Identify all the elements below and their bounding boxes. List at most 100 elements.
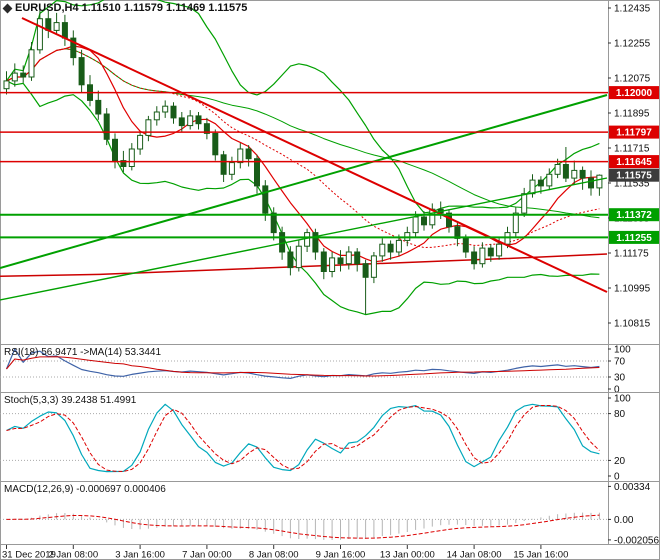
chart-title: EURUSD,H4 1.11510 1.11579 1.11469 1.1157… bbox=[2, 2, 248, 14]
price-tag bbox=[609, 208, 659, 222]
time-axis-label: 9 Jan 16:00 bbox=[316, 550, 366, 560]
candle-body bbox=[295, 245, 302, 269]
macd-scale-label: -0.002056 bbox=[614, 535, 659, 545]
time-axis-label: 8 Jan 08:00 bbox=[249, 550, 299, 560]
candle-body bbox=[387, 243, 394, 253]
rsi-ma-line bbox=[6, 356, 600, 377]
candle-body bbox=[3, 80, 10, 90]
bollinger-upper-line bbox=[6, 0, 600, 214]
main-chart-canvas[interactable]: 1.12435 1.12255 1.12075 1.11895 1.11715 1.115… bbox=[0, 0, 660, 345]
ma-green-line bbox=[6, 48, 600, 219]
candle-body bbox=[354, 251, 361, 265]
candle-body bbox=[36, 18, 43, 51]
candle-body bbox=[270, 212, 277, 234]
candle-body bbox=[11, 72, 18, 82]
candle-body bbox=[262, 185, 269, 214]
price-tag-label: 1.11372 bbox=[616, 210, 652, 221]
candle-body bbox=[546, 173, 553, 187]
price-axis-label: 1.11175 bbox=[614, 249, 649, 260]
candle-body bbox=[562, 164, 569, 179]
macd-signal-line bbox=[6, 514, 600, 539]
candle-body bbox=[304, 232, 311, 247]
stochastic-label: Stoch(5,3,3) 39.2438 51.4991 bbox=[4, 395, 137, 406]
price-axis-label: 1.10995 bbox=[614, 284, 651, 295]
price-tag-label: 1.11645 bbox=[616, 157, 652, 168]
candle-body bbox=[53, 22, 60, 31]
time-axis-label: 31 Dec 2019 bbox=[2, 550, 56, 560]
trendline[interactable] bbox=[0, 94, 608, 269]
stoch-scale-label: 0 bbox=[614, 472, 620, 483]
candle-body bbox=[128, 148, 135, 167]
candle-body bbox=[512, 212, 519, 234]
rsi-scale-label: 100 bbox=[614, 345, 631, 356]
candle-body bbox=[479, 247, 486, 265]
price-tag-label: 1.12000 bbox=[616, 88, 653, 99]
rsi-label: RSI(18) 56.9471 ->MA(14) 53.3441 bbox=[4, 347, 162, 358]
candle-body bbox=[228, 162, 235, 175]
macd-label: MACD(12,26,9) -0.000697 0.000406 bbox=[4, 484, 166, 495]
macd-panel-canvas[interactable]: 0.00334 0.00 -0.002056 bbox=[0, 482, 660, 545]
price-tag bbox=[609, 86, 659, 100]
candle-body bbox=[245, 148, 252, 160]
candle-body bbox=[20, 72, 27, 78]
stochastic-panel-canvas[interactable]: 100 80 20 0 bbox=[0, 393, 660, 482]
time-axis-label: 13 Jan 00:00 bbox=[380, 550, 435, 560]
time-axis-label: 15 Jan 16:00 bbox=[513, 550, 568, 560]
time-axis-label: 7 Jan 00:00 bbox=[182, 550, 232, 560]
candle-body bbox=[554, 164, 561, 175]
candle-body bbox=[588, 177, 594, 189]
candle-body bbox=[395, 239, 402, 253]
candle-body bbox=[379, 243, 386, 257]
candle-body bbox=[504, 232, 511, 245]
candle-body bbox=[345, 251, 352, 265]
candle-body bbox=[571, 169, 578, 179]
candle-body bbox=[78, 57, 85, 86]
price-tag bbox=[609, 230, 659, 244]
rsi-scale-label: 0 bbox=[614, 385, 620, 394]
price-tag bbox=[609, 125, 659, 139]
candle-body bbox=[421, 216, 427, 226]
candle-body bbox=[220, 154, 227, 175]
candle-body bbox=[254, 158, 260, 187]
time-axis-label: 3 Jan 16:00 bbox=[115, 550, 165, 560]
candle-body bbox=[112, 138, 118, 162]
price-axis-label: 1.12255 bbox=[614, 39, 651, 50]
trendline[interactable] bbox=[21, 17, 608, 293]
symbol-icon bbox=[2, 3, 13, 13]
stoch-main-line bbox=[6, 403, 600, 473]
candle-body bbox=[237, 148, 244, 164]
candle-body bbox=[203, 123, 210, 134]
stoch-scale-label: 100 bbox=[614, 394, 631, 405]
candle-body bbox=[537, 179, 544, 187]
candle-body bbox=[61, 22, 68, 39]
candle-body bbox=[70, 37, 77, 59]
candle-body bbox=[370, 255, 377, 278]
candle-body bbox=[521, 193, 528, 214]
candle-body bbox=[137, 134, 144, 150]
candle-body bbox=[153, 111, 160, 121]
stoch-scale-label: 80 bbox=[614, 409, 626, 420]
candle-body bbox=[596, 174, 603, 189]
rsi-scale-label: 30 bbox=[614, 373, 626, 384]
candle-body bbox=[362, 263, 369, 278]
price-tag-label: 1.11797 bbox=[616, 128, 652, 139]
stoch-scale-label: 20 bbox=[614, 456, 626, 467]
price-axis-label: 1.12435 bbox=[614, 4, 651, 15]
symbol-ohlc-text: EURUSD,H4 1.11510 1.11579 1.11469 1.1157… bbox=[15, 2, 248, 14]
price-tag bbox=[609, 155, 659, 169]
candle-body bbox=[337, 257, 344, 265]
price-axis-label: 1.10815 bbox=[614, 319, 651, 330]
candle-body bbox=[178, 117, 185, 127]
candle-body bbox=[320, 251, 327, 272]
candle-body bbox=[529, 179, 536, 195]
price-axis-label: 1.11715 bbox=[614, 144, 650, 155]
stoch-signal-line bbox=[6, 405, 600, 472]
ma-fast-red-line bbox=[6, 45, 600, 263]
trendline[interactable] bbox=[0, 177, 608, 301]
candle-body bbox=[28, 49, 35, 78]
price-axis-label: 1.11895 bbox=[614, 109, 650, 120]
candle-body bbox=[195, 115, 202, 125]
candle-body bbox=[95, 99, 102, 115]
